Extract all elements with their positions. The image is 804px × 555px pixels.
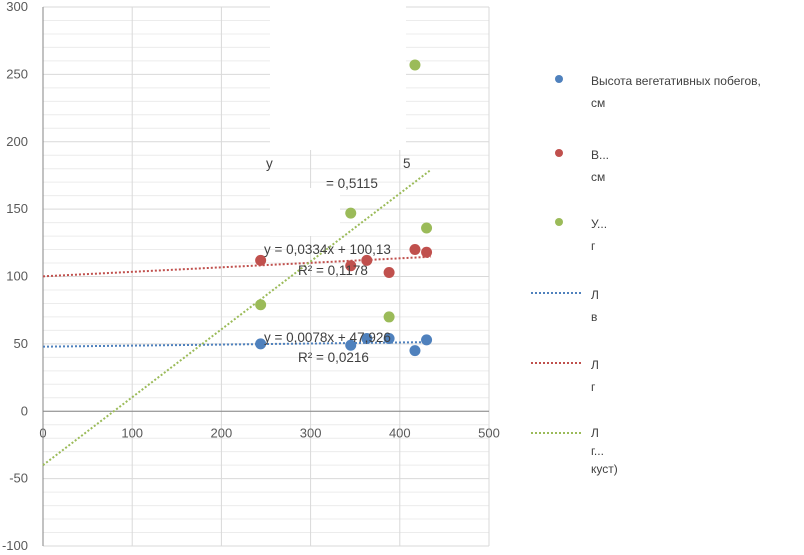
legend-item-series-1: Высота вегетативных побегов, см bbox=[553, 70, 803, 110]
data-point-series-3 bbox=[383, 311, 395, 323]
occlusion-panel bbox=[270, 188, 340, 236]
trendline-series-1 bbox=[42, 341, 432, 348]
data-point-series-3 bbox=[255, 299, 267, 311]
x-tick-label: 200 bbox=[211, 425, 233, 440]
trendlines bbox=[42, 168, 432, 466]
x-tick-label: 500 bbox=[478, 425, 500, 440]
legend-item-series-2: В... см bbox=[553, 144, 803, 184]
data-point-series-1 bbox=[383, 332, 395, 344]
legend-item-trend-2: Л г bbox=[531, 354, 781, 394]
y-tick-label: 200 bbox=[6, 134, 28, 149]
data-point-series-3 bbox=[409, 59, 421, 71]
y-tick-label: -100 bbox=[2, 538, 28, 553]
gridlines bbox=[42, 6, 490, 547]
legend-label: Высота вегетативных побегов, см bbox=[591, 74, 761, 110]
data-point-series-2 bbox=[345, 260, 357, 272]
legend-label: Л г bbox=[591, 358, 599, 394]
tick-labels: -100 -50 0 50 100 150 200 250 300 0 100 200 300 400 50… bbox=[2, 0, 500, 553]
data-point-series-1 bbox=[345, 339, 357, 351]
y-tick-label: 250 bbox=[6, 66, 28, 81]
occlusion-panel bbox=[270, 0, 406, 150]
trendline-series-2 bbox=[42, 255, 432, 278]
legend-label: Л г... куст) bbox=[591, 426, 618, 476]
x-tick-label: 100 bbox=[121, 425, 143, 440]
data-point-series-2 bbox=[383, 266, 395, 278]
legend-label: У... г bbox=[591, 217, 608, 253]
data-point-series-3 bbox=[421, 222, 433, 234]
y-tick-label: -50 bbox=[9, 471, 28, 486]
legend-marker-red-icon bbox=[555, 149, 563, 157]
legend-label: В... см bbox=[591, 148, 610, 184]
y-tick-label: 150 bbox=[6, 201, 28, 216]
data-point-series-2 bbox=[361, 254, 373, 266]
legend-marker-green-icon bbox=[555, 218, 563, 226]
data-point-series-1 bbox=[409, 345, 421, 357]
data-point-series-2 bbox=[255, 254, 267, 266]
y-tick-label: 300 bbox=[6, 0, 28, 14]
data-point-series-2 bbox=[409, 244, 421, 256]
data-point-series-3 bbox=[345, 207, 357, 219]
x-tick-label: 0 bbox=[39, 425, 46, 440]
data-point-series-1 bbox=[421, 334, 433, 346]
legend-trendline-red-icon bbox=[531, 362, 583, 364]
legend-marker-blue-icon bbox=[555, 75, 563, 83]
legend-trendline-green-icon bbox=[531, 432, 583, 434]
legend-item-trend-3: Л г... куст) bbox=[531, 424, 781, 490]
y-tick-label: 50 bbox=[14, 336, 28, 351]
legend-item-trend-1: Л в bbox=[531, 284, 781, 324]
trendline-series-3 bbox=[42, 168, 432, 466]
data-point-series-1 bbox=[361, 332, 373, 344]
axes bbox=[42, 7, 489, 546]
legend-item-series-3: У... г bbox=[553, 213, 803, 253]
legend-label: Л в bbox=[591, 288, 599, 324]
x-tick-label: 400 bbox=[389, 425, 411, 440]
y-tick-label: 0 bbox=[21, 403, 28, 418]
data-points bbox=[255, 59, 433, 357]
y-tick-label: 100 bbox=[6, 269, 28, 284]
data-point-series-2 bbox=[421, 246, 433, 258]
x-tick-label: 300 bbox=[300, 425, 322, 440]
legend-trendline-blue-icon bbox=[531, 292, 583, 294]
data-point-series-1 bbox=[255, 338, 267, 350]
